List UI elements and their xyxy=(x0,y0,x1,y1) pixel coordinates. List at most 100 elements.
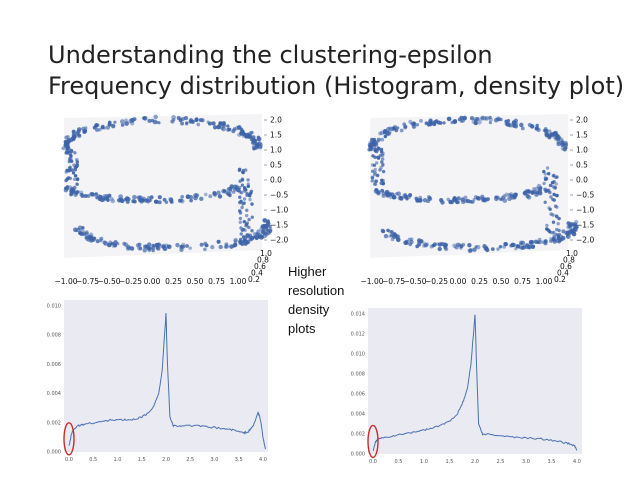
scatter-point xyxy=(381,178,385,183)
scatter-point xyxy=(132,194,137,200)
scatter-point xyxy=(459,244,464,249)
scatter-point xyxy=(265,227,269,232)
scatter3d-left: 2.0 1.5 1.0 0.5 0.0 −0.5 −1.0 −1.5 −2.0 1.0 0.8 0.6… xyxy=(52,108,290,290)
scatter-point xyxy=(375,161,379,165)
scatter-point xyxy=(100,125,105,130)
scatter-point xyxy=(510,242,516,248)
z-tick-label: 1.0 xyxy=(576,146,588,155)
scatter-point xyxy=(379,130,385,136)
scatter-point xyxy=(543,200,547,204)
scatter-point xyxy=(404,239,409,244)
scatter-point xyxy=(229,184,234,189)
scatter-point xyxy=(240,183,245,187)
scatter-point xyxy=(252,231,257,236)
scatter-point xyxy=(259,144,263,149)
scatter-point xyxy=(72,177,77,181)
scatter-point xyxy=(227,127,232,132)
scatter-point xyxy=(466,198,471,204)
scatter-point xyxy=(76,177,80,181)
scatter-point xyxy=(556,222,560,226)
scatter-point xyxy=(92,192,97,197)
scatter-point xyxy=(239,226,243,230)
scatter-point xyxy=(241,227,246,232)
x-tick-label: −0.75 xyxy=(382,277,405,286)
scatter-point xyxy=(513,193,518,198)
scatter-point xyxy=(432,242,437,247)
x-tick-label: −0.50 xyxy=(98,277,121,286)
scatter-point xyxy=(555,193,559,198)
x-tick-label: 0.25 xyxy=(165,277,182,286)
scatter-point xyxy=(237,168,242,172)
y-tick-label: 1.0 xyxy=(566,249,578,258)
scatter-point xyxy=(574,219,579,225)
scatter-point xyxy=(438,121,443,125)
scatter-point xyxy=(553,185,557,190)
z-tick-label: −0.5 xyxy=(576,191,594,200)
scatter-point xyxy=(101,197,106,202)
x-tick-label: 0.25 xyxy=(471,277,488,286)
x-tick-label: 3.5 xyxy=(235,457,243,463)
scatter-point xyxy=(379,150,384,154)
scatter-point xyxy=(266,230,271,236)
scatter-point xyxy=(94,123,99,128)
scatter-point xyxy=(515,244,520,249)
scatter-point xyxy=(77,225,83,231)
z-tick-label: −1.0 xyxy=(576,206,594,215)
scatter-point xyxy=(193,193,198,198)
scatter-point xyxy=(84,230,89,235)
y-tick-label: 0.000 xyxy=(47,450,61,456)
scatter-point xyxy=(380,137,385,142)
scatter-point xyxy=(180,194,185,199)
scatter-point xyxy=(462,115,467,121)
scatter-point xyxy=(558,238,562,243)
scatter-point xyxy=(376,155,380,159)
scatter-point xyxy=(536,240,540,245)
y-tick-label: 0.000 xyxy=(351,452,365,458)
y-tick-label: 0.012 xyxy=(351,332,365,338)
scatter-point xyxy=(238,220,242,224)
scatter-point xyxy=(374,179,379,183)
scatter-point xyxy=(224,244,229,249)
scatter-point xyxy=(477,119,482,125)
scatter3d-right-svg: 2.01.51.00.50.0−0.5−1.0−1.5−2.01.00.80.6… xyxy=(361,114,594,286)
scatter-point xyxy=(153,114,158,120)
density-right-svg: 0.014 0.012 0.010 0.008 0.006 0.004 0.002 0.000… xyxy=(351,308,582,465)
scatter-point xyxy=(422,244,426,248)
scatter-point xyxy=(178,198,183,203)
x-tick-label: −0.50 xyxy=(404,277,427,286)
y-tick-label: 0.006 xyxy=(351,392,365,398)
scatter-point xyxy=(374,188,378,192)
scatter-point xyxy=(185,194,191,200)
scatter-point xyxy=(543,187,548,191)
scatter-point xyxy=(71,129,76,134)
scatter-point xyxy=(246,134,251,138)
scatter-points xyxy=(61,114,273,253)
scatter-point xyxy=(250,229,254,233)
slide-title-line-1: Understanding the clustering-epsilon xyxy=(48,41,493,69)
scatter-point xyxy=(175,242,180,248)
scatter-point xyxy=(452,243,457,249)
scatter-point xyxy=(79,192,84,197)
scatter-point xyxy=(184,122,189,126)
scatter-point xyxy=(171,115,176,120)
x-tick-label: 0.5 xyxy=(89,457,97,463)
scatter-point xyxy=(251,138,257,144)
scatter-point xyxy=(66,150,70,154)
scatter-point xyxy=(505,122,511,127)
scatter-point xyxy=(147,118,152,123)
scatter-point xyxy=(549,195,553,199)
x-tick-label: 0.00 xyxy=(144,277,161,286)
scatter-point xyxy=(455,200,459,205)
scatter-point xyxy=(551,197,555,202)
scatter-point xyxy=(415,244,420,249)
scatter-point xyxy=(120,123,125,127)
scatter-point xyxy=(454,245,459,250)
scatter-point xyxy=(572,227,577,231)
scatter-point xyxy=(211,121,216,126)
scatter-point xyxy=(149,195,154,200)
scatter-point xyxy=(439,198,444,203)
scatter-point xyxy=(106,242,112,248)
scatter-point xyxy=(141,196,147,202)
scatter-point xyxy=(520,126,525,131)
z-tick-label: −1.5 xyxy=(270,221,288,230)
